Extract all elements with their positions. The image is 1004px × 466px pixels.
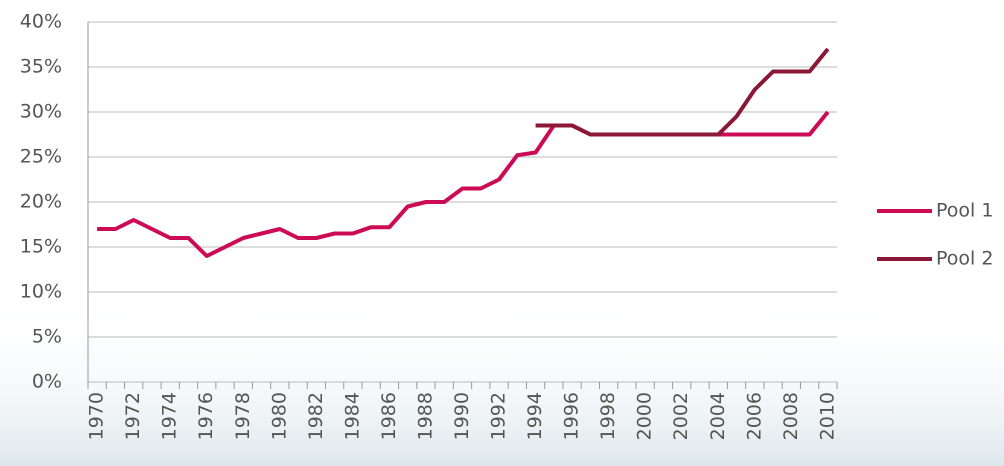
- x-tick-label: 2008: [780, 392, 802, 440]
- x-tick-label: 1976: [195, 392, 217, 440]
- x-tick-label: 1970: [86, 392, 108, 440]
- x-tick-label: 2010: [816, 392, 838, 440]
- x-tick-label: 1998: [597, 392, 619, 440]
- y-tick-label: 5%: [32, 326, 62, 348]
- x-tick-label: 1972: [122, 392, 144, 440]
- y-tick-label: 0%: [32, 371, 62, 393]
- series-line: [535, 47, 830, 137]
- x-tick-label: 1990: [451, 392, 473, 440]
- x-tick-label: 2004: [707, 392, 729, 440]
- legend-label: Pool 1: [936, 200, 993, 222]
- x-tick-label: 1988: [414, 392, 436, 440]
- x-tick-label: 1994: [524, 392, 546, 440]
- y-tick-label: 20%: [20, 191, 62, 213]
- y-tick-label: 30%: [20, 101, 62, 123]
- x-tick-label: 2006: [743, 392, 765, 440]
- x-tick-label: 1982: [305, 392, 327, 440]
- x-tick-label: 1986: [378, 392, 400, 440]
- x-tick-label: 1992: [488, 392, 510, 440]
- y-tick-label: 35%: [20, 56, 62, 78]
- x-tick-label: 2002: [670, 392, 692, 440]
- x-tick-label: 1974: [159, 392, 181, 440]
- y-tick-label: 15%: [20, 236, 62, 258]
- legend-label: Pool 2: [936, 248, 993, 270]
- y-tick-label: 10%: [20, 281, 62, 303]
- y-tick-label: 25%: [20, 146, 62, 168]
- x-tick-label: 1978: [232, 392, 254, 440]
- y-tick-label: 40%: [20, 11, 62, 33]
- x-tick-label: 1984: [341, 392, 363, 440]
- x-tick-label: 2000: [634, 392, 656, 440]
- x-tick-label: 1996: [561, 392, 583, 440]
- x-tick-label: 1980: [268, 392, 290, 440]
